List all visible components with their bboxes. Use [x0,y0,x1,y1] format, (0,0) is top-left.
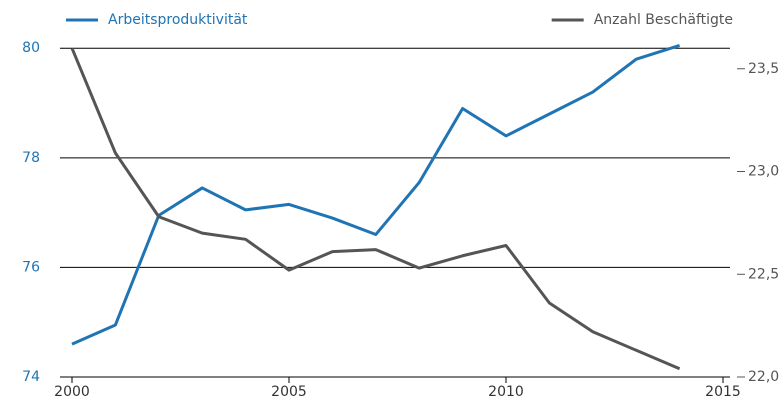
x-tick-label: 2015 [705,384,741,400]
x-tick-label: 2000 [54,384,90,400]
y-tick-label: 74 [22,369,40,385]
legend-label: Arbeitsproduktivität [108,12,248,28]
series-line [70,47,681,371]
y2-tick-label: 23,0 [748,164,779,180]
x-tick-label: 2010 [488,384,524,400]
series-line [71,44,681,346]
y-tick-label: 78 [22,150,40,166]
y2-tick-label: 23,5 [748,61,779,77]
y-tick-label: 80 [22,40,40,56]
legend-label: Anzahl Beschäftigte [594,12,733,28]
x-tick-label: 2005 [271,384,307,400]
y2-tick-label: 22,5 [748,266,779,282]
y2-tick-label: 22,0 [748,369,779,385]
y-tick-label: 76 [22,259,40,275]
